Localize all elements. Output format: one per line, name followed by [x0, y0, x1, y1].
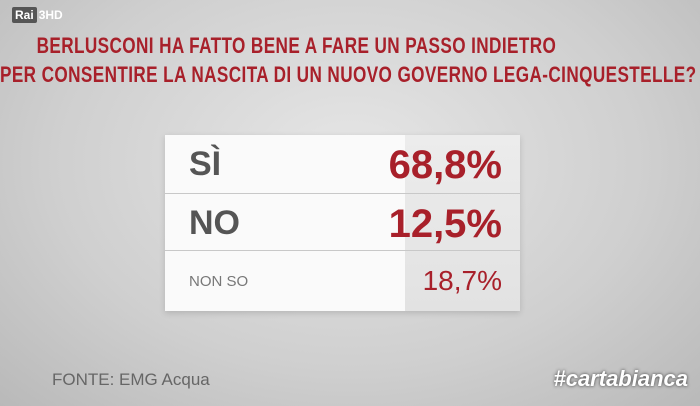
hashtag: #cartabianca [553, 366, 688, 391]
answer-value: 18,7% [422, 265, 502, 296]
logo-name: Rai [12, 7, 37, 23]
answer-label: NO [189, 204, 240, 242]
title-line: PER CONSENTIRE LA NASCITA DI UN NUOVO GO… [0, 62, 697, 87]
answer-value: 12,5% [388, 202, 502, 246]
source: FONTE: EMG Acqua [52, 370, 210, 389]
title-line: BERLUSCONI HA FATTO BENE A FARE UN PASSO… [36, 33, 557, 58]
logo-channel: 3HD [38, 8, 63, 22]
answer-label: SÌ [189, 145, 222, 183]
poll-table: SÌ 68,8% NO 12,5% NON SO 18,7% [165, 135, 520, 311]
channel-logo: Rai 3HD [12, 7, 63, 23]
table-row: SÌ 68,8% [165, 135, 520, 194]
table-row: NON SO 18,7% [165, 251, 520, 311]
table-row: NO 12,5% [165, 194, 520, 251]
value-column [405, 135, 520, 311]
answer-label: NON SO [189, 273, 249, 290]
answer-value: 68,8% [388, 143, 502, 187]
